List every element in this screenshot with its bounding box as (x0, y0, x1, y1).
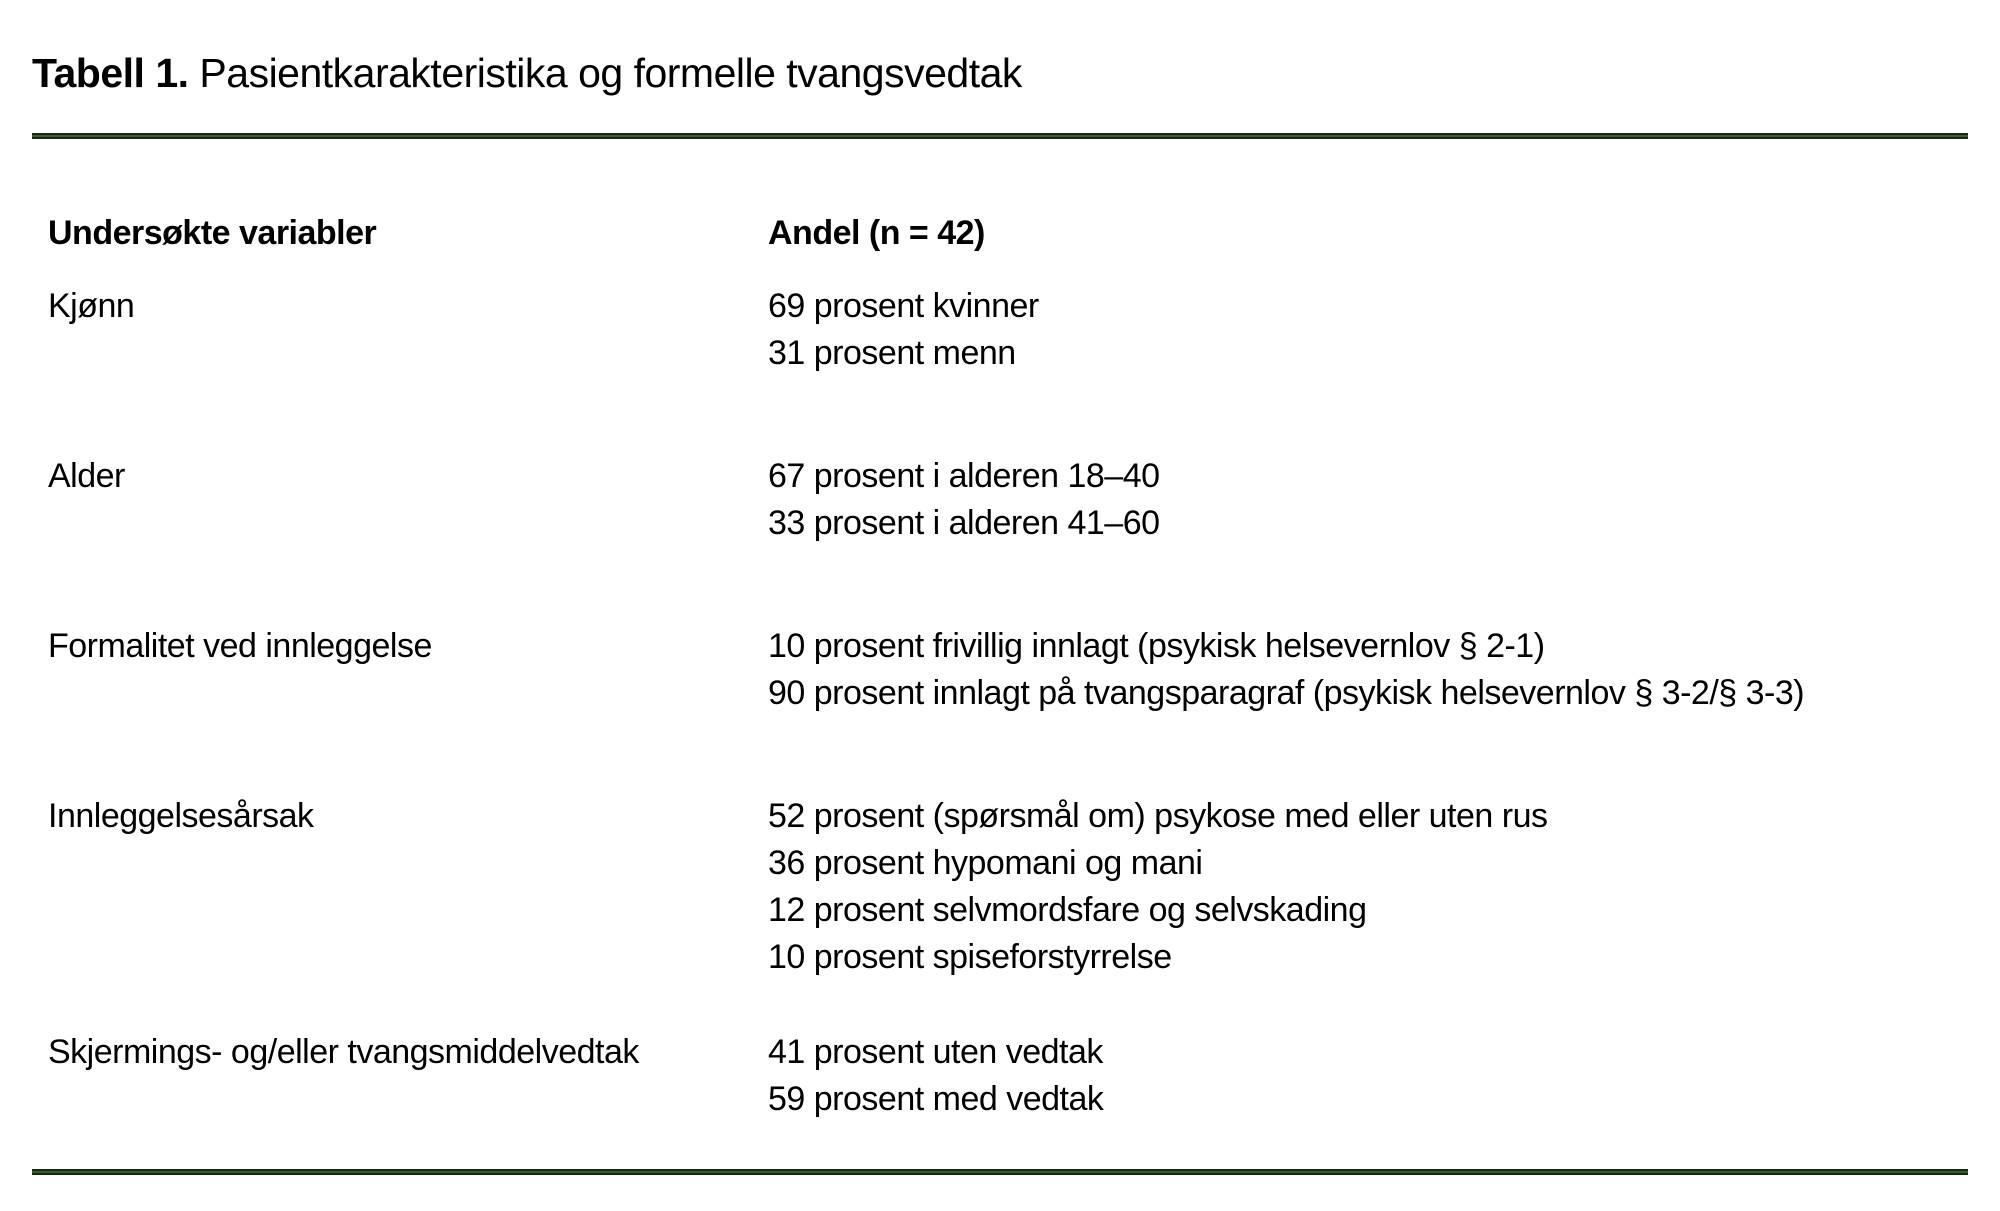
value-line: 12 prosent selvmordsfare og selvskading (768, 891, 1367, 929)
table-row: Innleggelsesårsak 52 prosent (spørsmål om… (48, 793, 1968, 981)
value-line: 10 prosent frivillig innlagt (psykisk he… (768, 627, 1545, 665)
table-row: Kjønn 69 prosent kvinner 31 prosent menn (48, 283, 1968, 377)
variable-cell: Alder (48, 457, 125, 495)
table-title-label: Tabell 1. (32, 50, 189, 96)
table-row: Skjermings- og/eller tvangsmiddelvedtak 4… (48, 1029, 1968, 1123)
table-header-row: Undersøkte variabler Andel (n = 42) (48, 210, 1968, 257)
value-cell: 10 prosent frivillig innlagt (psykisk he… (768, 623, 1968, 717)
variable-cell: Formalitet ved innleggelse (48, 627, 432, 665)
table-figure: Tabell 1. Pasientkarakteristika og forme… (32, 0, 1968, 1175)
table-body: Kjønn 69 prosent kvinner 31 prosent menn Al… (48, 283, 1968, 1123)
column-header-andel: Andel (n = 42) (768, 214, 985, 252)
table-title-text: Pasientkarakteristika og formelle tvangs… (188, 50, 1022, 96)
table-title: Tabell 1. Pasientkarakteristika og forme… (32, 0, 1968, 100)
patient-characteristics-table: Undersøkte variabler Andel (n = 42) Kjøn… (32, 210, 1968, 1123)
value-cell: 69 prosent kvinner 31 prosent menn (768, 283, 1968, 377)
table-row: Formalitet ved innleggelse 10 prosent fri… (48, 623, 1968, 717)
value-line: 33 prosent i alderen 41–60 (768, 504, 1160, 542)
bottom-rule (32, 1169, 1968, 1175)
top-rule (32, 133, 1968, 139)
table-row: Alder 67 prosent i alderen 18–40 33 prosen… (48, 453, 1968, 547)
value-line: 67 prosent i alderen 18–40 (768, 457, 1160, 495)
value-line: 90 prosent innlagt på tvangsparagraf (ps… (768, 674, 1805, 712)
value-line: 52 prosent (spørsmål om) psykose med ell… (768, 797, 1548, 835)
column-header-variables: Undersøkte variabler (48, 214, 377, 252)
value-line: 36 prosent hypomani og mani (768, 844, 1203, 882)
value-line: 31 prosent menn (768, 334, 1016, 372)
value-line: 69 prosent kvinner (768, 287, 1039, 325)
value-cell: 52 prosent (spørsmål om) psykose med ell… (768, 793, 1968, 981)
variable-cell: Skjermings- og/eller tvangsmiddelvedtak (48, 1033, 639, 1071)
variable-cell: Kjønn (48, 287, 135, 325)
value-line: 10 prosent spiseforstyrrelse (768, 938, 1172, 976)
value-line: 59 prosent med vedtak (768, 1080, 1104, 1118)
value-line: 41 prosent uten vedtak (768, 1033, 1103, 1071)
variable-cell: Innleggelsesårsak (48, 797, 314, 835)
value-cell: 41 prosent uten vedtak 59 prosent med ved… (768, 1029, 1968, 1123)
value-cell: 67 prosent i alderen 18–40 33 prosent i a… (768, 453, 1968, 547)
